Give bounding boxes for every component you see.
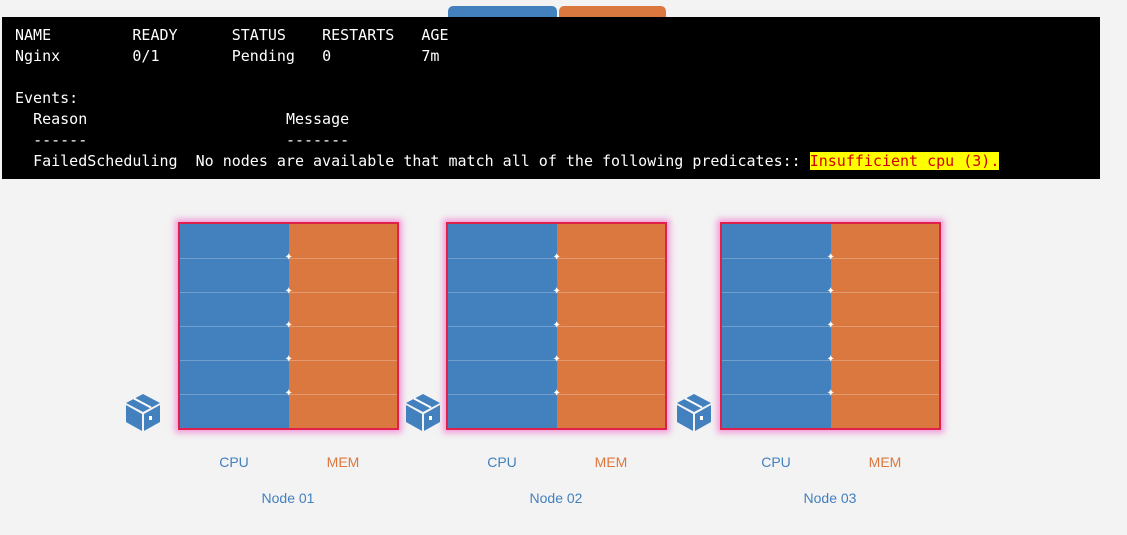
grid-line: [722, 326, 831, 327]
grid-line: [556, 394, 665, 395]
node-name: Node 01: [261, 490, 315, 506]
divider-marker: ✦: [826, 388, 835, 399]
cpu-label: CPU: [487, 454, 517, 470]
terminal: NAME READY STATUS RESTARTS AGE Nginx 0/1…: [2, 17, 1100, 179]
grid-line: [830, 258, 939, 259]
insufficient-cpu-highlight: Insufficient cpu (3).: [809, 152, 1000, 170]
col-ready: READY: [132, 26, 178, 44]
node-cube-icon: [675, 392, 713, 432]
grid-line: [180, 326, 289, 327]
grid-line: [448, 292, 557, 293]
cpu-label: CPU: [761, 454, 791, 470]
cpu-column: [722, 224, 831, 428]
divider-marker: ✦: [284, 354, 293, 365]
message-header: Message: [285, 110, 350, 128]
grid-line: [556, 360, 665, 361]
col-status: STATUS: [231, 26, 286, 44]
col-name: NAME: [15, 26, 52, 44]
divider-marker: ✦: [284, 388, 293, 399]
cpu-label: CPU: [219, 454, 249, 470]
divider-marker: ✦: [826, 354, 835, 365]
grid-line: [180, 258, 289, 259]
divider-marker: ✦: [284, 286, 293, 297]
grid-line: [448, 360, 557, 361]
divider-marker: ✦: [284, 252, 293, 263]
message-rule: -------: [285, 131, 350, 149]
grid-line: [722, 360, 831, 361]
grid-line: [448, 258, 557, 259]
mem-label: MEM: [594, 454, 628, 470]
cpu-column: [180, 224, 289, 428]
pod-age: 7m: [421, 47, 440, 65]
node-name: Node 03: [803, 490, 857, 506]
events-label: Events:: [15, 89, 79, 107]
divider-marker: ✦: [552, 354, 561, 365]
col-age: AGE: [421, 26, 449, 44]
cpu-column: [448, 224, 557, 428]
pod-ready: 0/1: [132, 47, 160, 65]
grid-line: [180, 360, 289, 361]
divider-marker: ✦: [826, 286, 835, 297]
tab-mem: [559, 6, 666, 20]
divider-marker: ✦: [826, 320, 835, 331]
node-name: Node 02: [529, 490, 583, 506]
grid-line: [448, 326, 557, 327]
grid-line: [722, 258, 831, 259]
col-restarts: RESTARTS: [322, 26, 395, 44]
grid-line: [448, 394, 557, 395]
grid-line: [722, 394, 831, 395]
tab-cpu: [448, 6, 557, 20]
grid-line: [288, 292, 397, 293]
divider-marker: ✦: [552, 320, 561, 331]
divider-marker: ✦: [552, 388, 561, 399]
grid-line: [556, 326, 665, 327]
grid-line: [180, 394, 289, 395]
grid-line: [830, 360, 939, 361]
divider-marker: ✦: [826, 252, 835, 263]
node-cube-icon: [404, 392, 442, 432]
grid-line: [830, 292, 939, 293]
event-message: No nodes are available that match all of…: [195, 152, 801, 170]
grid-line: [288, 394, 397, 395]
grid-line: [722, 292, 831, 293]
grid-line: [556, 292, 665, 293]
mem-column: ✦ ✦ ✦ ✦ ✦: [827, 224, 939, 428]
mem-label: MEM: [868, 454, 902, 470]
grid-line: [830, 394, 939, 395]
divider-marker: ✦: [552, 286, 561, 297]
divider-marker: ✦: [284, 320, 293, 331]
grid-line: [288, 258, 397, 259]
grid-line: [180, 292, 289, 293]
grid-line: [288, 326, 397, 327]
event-reason: FailedScheduling: [33, 152, 178, 170]
pod-status: Pending: [231, 47, 295, 65]
grid-line: [830, 326, 939, 327]
mem-column: ✦ ✦ ✦ ✦ ✦: [285, 224, 397, 428]
node-box: ✦ ✦ ✦ ✦ ✦: [178, 222, 399, 430]
grid-line: [556, 258, 665, 259]
node-cube-icon: [124, 392, 162, 432]
reason-rule: ------: [33, 131, 88, 149]
node-box: ✦ ✦ ✦ ✦ ✦: [446, 222, 667, 430]
mem-column: ✦ ✦ ✦ ✦ ✦: [553, 224, 665, 428]
divider-marker: ✦: [552, 252, 561, 263]
pod-name: Nginx: [15, 47, 61, 65]
reason-header: Reason: [33, 110, 88, 128]
mem-label: MEM: [326, 454, 360, 470]
pod-restarts: 0: [322, 47, 332, 65]
node-box: ✦ ✦ ✦ ✦ ✦: [720, 222, 941, 430]
grid-line: [288, 360, 397, 361]
